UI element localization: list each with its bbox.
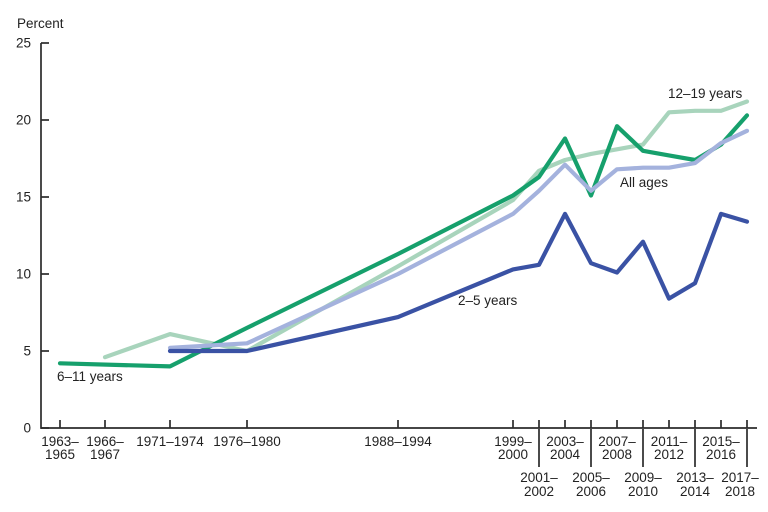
x-tick-label: 2001– [520,470,558,485]
x-tick-label: 2015– [702,434,740,449]
series-label-6-11-years: 6–11 years [57,369,123,384]
x-tick-label: 2013– [676,470,714,485]
x-tick-label: 1988–1994 [364,434,432,449]
series-line-12-19-years [102,99,750,360]
x-tick-label: 2012 [654,447,684,462]
x-tick-label: 2003– [546,434,584,449]
x-tick-label: 2010 [628,484,658,499]
x-tick-label: 1999– [494,434,532,449]
y-tick-label: 20 [16,113,31,128]
y-tick-label: 25 [16,36,31,51]
x-tick-label: 2009– [624,470,662,485]
series-label-12-19-years: 12–19 years [668,86,743,101]
x-tick-label: 2014 [680,484,711,499]
x-tick-label: 1971–1974 [136,434,204,449]
x-tick-label: 2004 [550,447,581,462]
series-label-2-5-years: 2–5 years [458,293,518,308]
x-tick-label: 1963– [41,434,79,449]
series-label-all-ages: All ages [620,175,668,190]
x-tick-label: 1965 [45,447,75,462]
x-tick-label: 2008 [602,447,632,462]
x-tick-label: 1967 [90,447,120,462]
x-tick-label: 2011– [651,434,688,449]
x-tick-label: 2005– [572,470,610,485]
x-tick-label: 2002 [524,484,554,499]
series-line-all-ages [167,128,750,350]
x-tick-label: 2007– [598,434,636,449]
x-tick-label: 1966– [86,434,124,449]
x-tick-label: 2000 [498,447,528,462]
x-tick-label: 2016 [706,447,736,462]
series-line-6-11-years [57,113,750,369]
y-axis-title: Percent [17,16,64,31]
y-tick-label: 0 [23,421,31,436]
x-tick-label: 1976–1980 [213,434,281,449]
x-tick-label: 2018 [725,484,755,499]
series-line-2-5-years [167,211,750,354]
y-tick-label: 5 [23,344,31,359]
y-tick-label: 10 [16,267,31,282]
x-tick-label: 2006 [576,484,606,499]
y-tick-label: 15 [16,190,31,205]
x-tick-label: 2017– [721,470,759,485]
